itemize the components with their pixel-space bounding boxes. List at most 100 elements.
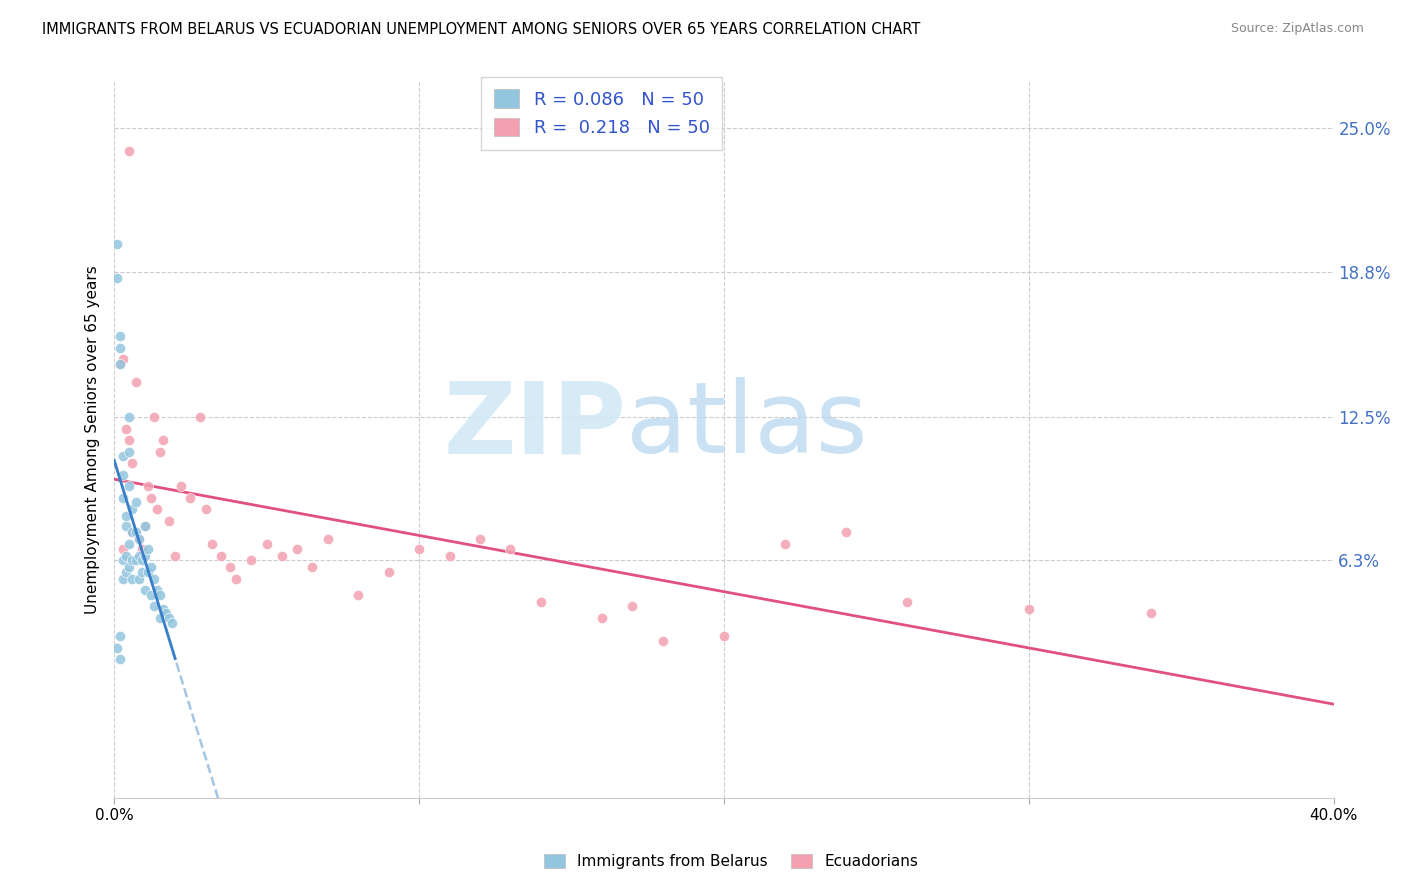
- Point: [139, 560, 162, 574]
- Point: [134, 518, 156, 533]
- Point: [110, 652, 132, 666]
- Point: [835, 525, 858, 540]
- Point: [530, 595, 553, 609]
- Point: [157, 611, 180, 625]
- Point: [301, 560, 323, 574]
- Point: [105, 271, 128, 285]
- Text: IMMIGRANTS FROM BELARUS VS ECUADORIAN UNEMPLOYMENT AMONG SENIORS OVER 65 YEARS C: IMMIGRANTS FROM BELARUS VS ECUADORIAN UN…: [42, 22, 921, 37]
- Point: [124, 553, 146, 567]
- Point: [316, 533, 339, 547]
- Point: [118, 479, 141, 493]
- Point: [152, 601, 174, 615]
- Point: [142, 572, 165, 586]
- Point: [149, 588, 172, 602]
- Legend: R = 0.086   N = 50, R =  0.218   N = 50: R = 0.086 N = 50, R = 0.218 N = 50: [481, 77, 723, 150]
- Point: [124, 376, 146, 390]
- Point: [112, 467, 135, 482]
- Point: [773, 537, 796, 551]
- Point: [713, 629, 735, 643]
- Point: [112, 553, 135, 567]
- Point: [136, 541, 159, 556]
- Point: [121, 525, 143, 540]
- Point: [118, 433, 141, 447]
- Point: [115, 421, 138, 435]
- Point: [112, 541, 135, 556]
- Text: Source: ZipAtlas.com: Source: ZipAtlas.com: [1230, 22, 1364, 36]
- Point: [499, 541, 522, 556]
- Point: [118, 145, 141, 159]
- Point: [112, 450, 135, 464]
- Point: [112, 491, 135, 505]
- Point: [142, 410, 165, 425]
- Point: [219, 560, 242, 574]
- Point: [651, 634, 673, 648]
- Point: [377, 565, 399, 579]
- Point: [118, 537, 141, 551]
- Point: [112, 572, 135, 586]
- Point: [131, 553, 153, 567]
- Point: [121, 553, 143, 567]
- Point: [118, 560, 141, 574]
- Y-axis label: Unemployment Among Seniors over 65 years: Unemployment Among Seniors over 65 years: [86, 266, 100, 615]
- Point: [115, 549, 138, 563]
- Point: [121, 572, 143, 586]
- Point: [621, 599, 644, 614]
- Point: [110, 357, 132, 371]
- Point: [179, 491, 201, 505]
- Point: [131, 541, 153, 556]
- Point: [134, 549, 156, 563]
- Point: [157, 514, 180, 528]
- Point: [121, 525, 143, 540]
- Point: [146, 502, 169, 516]
- Point: [142, 599, 165, 614]
- Point: [139, 588, 162, 602]
- Point: [149, 611, 172, 625]
- Point: [124, 495, 146, 509]
- Point: [408, 541, 430, 556]
- Point: [896, 595, 918, 609]
- Point: [1018, 601, 1040, 615]
- Point: [591, 611, 613, 625]
- Point: [439, 549, 461, 563]
- Point: [165, 549, 187, 563]
- Point: [270, 549, 292, 563]
- Point: [188, 410, 211, 425]
- Point: [115, 509, 138, 524]
- Point: [285, 541, 308, 556]
- Point: [209, 549, 232, 563]
- Point: [201, 537, 224, 551]
- Point: [347, 588, 370, 602]
- Point: [256, 537, 278, 551]
- Point: [139, 491, 162, 505]
- Point: [240, 553, 263, 567]
- Point: [1139, 607, 1161, 621]
- Point: [468, 533, 491, 547]
- Point: [152, 433, 174, 447]
- Legend: Immigrants from Belarus, Ecuadorians: Immigrants from Belarus, Ecuadorians: [537, 848, 925, 875]
- Point: [118, 444, 141, 458]
- Point: [105, 236, 128, 251]
- Point: [115, 565, 138, 579]
- Point: [160, 615, 183, 630]
- Point: [110, 329, 132, 343]
- Point: [110, 629, 132, 643]
- Point: [128, 572, 150, 586]
- Point: [110, 357, 132, 371]
- Point: [134, 518, 156, 533]
- Point: [134, 583, 156, 598]
- Point: [128, 533, 150, 547]
- Point: [124, 525, 146, 540]
- Point: [121, 456, 143, 470]
- Point: [136, 479, 159, 493]
- Point: [149, 444, 172, 458]
- Point: [194, 502, 217, 516]
- Point: [115, 518, 138, 533]
- Text: ZIP: ZIP: [443, 377, 626, 475]
- Point: [170, 479, 193, 493]
- Point: [121, 502, 143, 516]
- Point: [112, 352, 135, 367]
- Point: [146, 583, 169, 598]
- Point: [131, 565, 153, 579]
- Text: atlas: atlas: [626, 377, 868, 475]
- Point: [105, 640, 128, 655]
